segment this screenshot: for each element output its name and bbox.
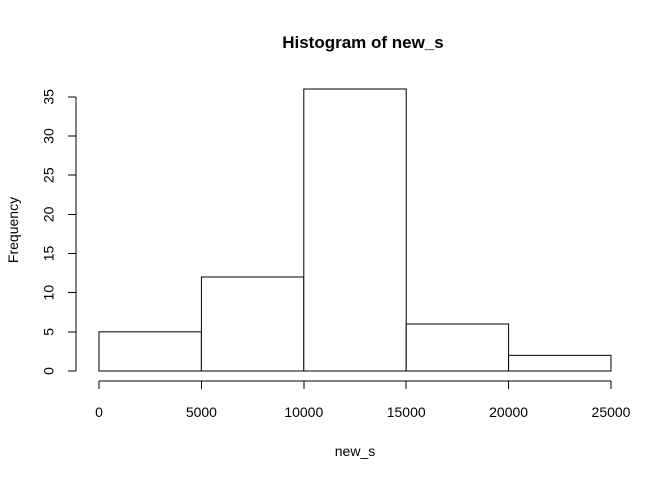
x-tick-label-4: 20000 (489, 404, 528, 420)
y-tick-label-4: 20 (41, 206, 57, 222)
histogram-bar-3 (303, 88, 407, 372)
x-tick-label-3: 15000 (387, 404, 426, 420)
x-tick-label-2: 10000 (284, 404, 323, 420)
x-tick-label-1: 5000 (186, 404, 217, 420)
y-tick-label-1: 5 (41, 328, 57, 336)
histogram-bar-4 (405, 323, 510, 372)
y-tick-label-2: 10 (41, 285, 57, 301)
y-tick-label-3: 15 (41, 246, 57, 262)
histogram-bar-2 (200, 276, 305, 372)
bars-group (98, 88, 612, 372)
chart-title: Histogram of new_s (282, 33, 444, 52)
x-axis-label: new_s (335, 443, 375, 459)
histogram-bar-1 (98, 331, 202, 372)
y-axis: 0 5 10 15 20 25 30 35 (41, 89, 77, 375)
y-axis-label: Frequency (5, 197, 21, 263)
x-axis: 0 5000 10000 15000 20000 25000 (95, 380, 631, 420)
y-tick-label-5: 25 (41, 167, 57, 183)
y-tick-label-6: 30 (41, 128, 57, 144)
x-tick-label-5: 25000 (592, 404, 631, 420)
histogram-bar-5 (508, 354, 612, 372)
y-tick-label-7: 35 (41, 89, 57, 105)
y-tick-label-0: 0 (41, 367, 57, 375)
x-tick-label-0: 0 (95, 404, 103, 420)
